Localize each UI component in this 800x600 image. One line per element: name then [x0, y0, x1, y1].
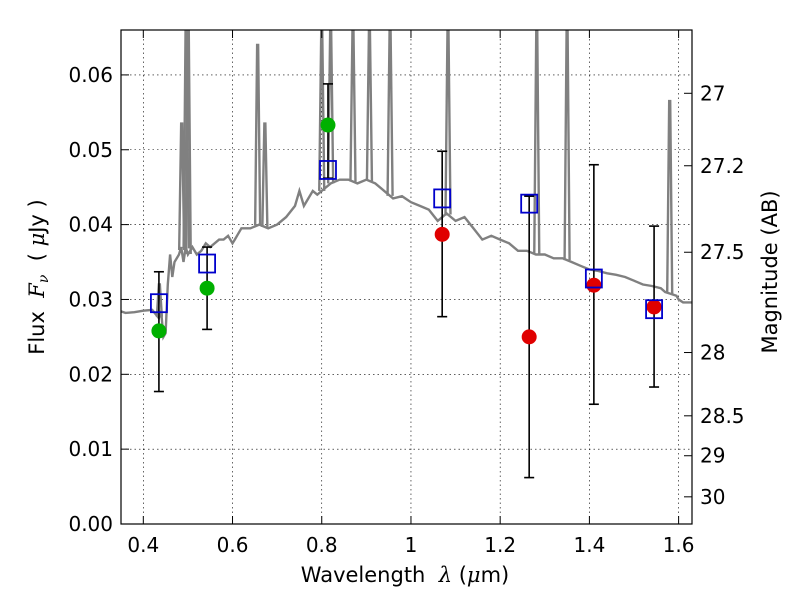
y2-tick-label: 27 — [700, 81, 725, 105]
model-spectrum — [121, 30, 692, 341]
x-tick-label: 0.8 — [306, 533, 338, 557]
y-tick-label: 0.06 — [68, 63, 113, 87]
model-square — [319, 160, 337, 180]
model-squares — [150, 160, 663, 320]
y-tick-label: 0.00 — [68, 512, 113, 536]
observed-point — [586, 277, 602, 293]
y-tick-label: 0.02 — [68, 362, 113, 386]
emission-line — [444, 30, 452, 215]
model-square — [150, 293, 168, 314]
axis-ticks: 0.4 0.6 0.8 1 1.2 1.4 1.6 0.00 0.01 0.02 0.03 0.04 0… — [68, 30, 745, 557]
y-tick-label: 0.01 — [68, 437, 113, 461]
spectrum-continuum — [121, 178, 692, 341]
emission-line — [349, 30, 357, 182]
x-tick-label: 1.2 — [484, 533, 516, 557]
y2-tick-label: 28.5 — [700, 404, 745, 428]
emission-line — [326, 30, 335, 184]
observed-point — [646, 299, 662, 315]
emission-line — [182, 30, 190, 249]
y2-axis-label: Magnitude (AB) — [758, 190, 782, 353]
x-tick-label: 1 — [405, 533, 418, 557]
x-tick-label: 1.6 — [663, 533, 695, 557]
y-tick-label: 0.04 — [68, 213, 113, 237]
x-axis-label: Wavelength λ (μm) — [301, 563, 509, 587]
observed-point — [434, 226, 450, 242]
error-bars — [153, 83, 660, 479]
observed-point — [199, 280, 215, 296]
emission-line — [386, 30, 394, 196]
emission-line — [563, 30, 571, 261]
y2-tick-label: 28 — [700, 341, 725, 365]
y2-tick-label: 27.2 — [700, 154, 745, 178]
model-square — [645, 299, 663, 320]
x-tick-label: 0.6 — [217, 533, 249, 557]
y2-tick-label: 29 — [700, 444, 725, 468]
plot-frame — [120, 29, 693, 525]
model-square — [520, 193, 539, 214]
y-tick-label: 0.03 — [68, 287, 113, 311]
model-square — [433, 188, 452, 209]
y2-tick-label: 27.5 — [700, 240, 745, 264]
emission-line — [533, 30, 541, 255]
observed-points — [151, 117, 662, 345]
observed-point — [320, 117, 336, 133]
model-square — [584, 268, 603, 289]
y2-tick-label: 30 — [700, 485, 725, 509]
observed-point — [521, 329, 537, 345]
y-tick-label: 0.05 — [68, 138, 113, 162]
x-tick-label: 0.4 — [127, 533, 159, 557]
grid — [121, 30, 692, 524]
y-axis-label: Flux Fν ( μJy ) — [25, 199, 52, 354]
observed-point — [151, 323, 167, 339]
model-square — [198, 253, 216, 274]
emission-line — [253, 43, 262, 226]
emission-line — [665, 99, 674, 294]
emission-line — [365, 30, 374, 182]
emission-line — [318, 30, 326, 191]
emission-line — [261, 122, 269, 227]
x-tick-label: 1.4 — [573, 533, 605, 557]
